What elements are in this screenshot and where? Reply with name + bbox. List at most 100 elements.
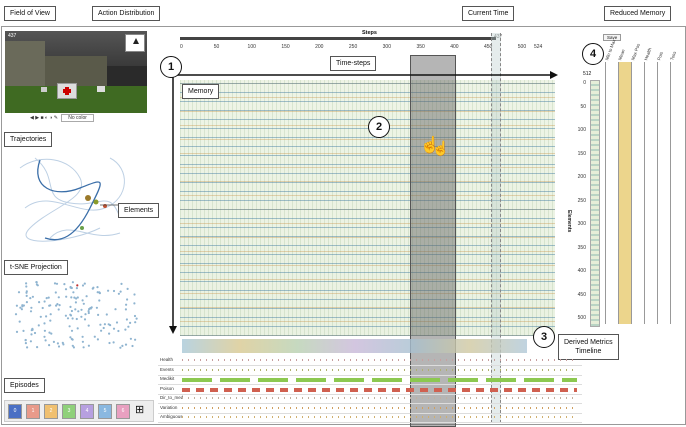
tsne-point[interactable] <box>43 329 47 332</box>
tsne-point[interactable] <box>124 308 127 311</box>
tsne-point[interactable] <box>55 282 59 285</box>
tsne-point[interactable] <box>81 335 84 338</box>
tsne-point[interactable] <box>64 314 67 317</box>
reduced-memory-column[interactable] <box>670 62 684 324</box>
tsne-point[interactable] <box>114 308 117 311</box>
tsne-point[interactable] <box>31 295 34 298</box>
tsne-point[interactable] <box>71 281 74 284</box>
reduced-memory-column[interactable] <box>644 62 658 324</box>
tsne-point[interactable] <box>81 284 85 287</box>
episode-button[interactable]: 2 <box>44 404 58 419</box>
tsne-point[interactable] <box>15 330 19 333</box>
tsne-point[interactable] <box>87 311 90 315</box>
tsne-point[interactable] <box>17 291 21 294</box>
tsne-point[interactable] <box>54 291 57 294</box>
episode-button[interactable]: 6 <box>116 404 130 419</box>
tsne-point[interactable] <box>35 281 38 284</box>
tsne-point[interactable] <box>100 329 103 332</box>
tsne-point[interactable] <box>21 304 24 307</box>
tsne-point[interactable] <box>107 323 110 326</box>
tsne-point[interactable] <box>121 344 124 347</box>
tsne-point[interactable] <box>129 321 132 324</box>
tsne-point[interactable] <box>48 344 51 347</box>
tsne-point[interactable] <box>25 282 28 285</box>
tsne-point[interactable] <box>82 302 85 305</box>
tsne-point[interactable] <box>85 295 88 298</box>
tsne-point[interactable] <box>108 341 111 345</box>
tsne-point[interactable] <box>135 317 138 320</box>
tsne-point[interactable] <box>90 306 93 309</box>
episode-button[interactable]: 4 <box>80 404 94 419</box>
tsne-point[interactable] <box>69 313 72 316</box>
reduced-memory-column[interactable] <box>605 62 619 324</box>
tsne-point[interactable] <box>24 339 27 342</box>
tsne-point[interactable] <box>99 323 102 326</box>
tsne-point[interactable] <box>63 283 66 286</box>
tsne-point[interactable] <box>45 315 48 318</box>
tsne-point[interactable] <box>96 338 99 341</box>
tsne-point[interactable] <box>72 346 75 349</box>
tsne-point[interactable] <box>81 340 84 343</box>
tsne-point[interactable] <box>126 298 129 301</box>
tsne-point[interactable] <box>19 306 22 309</box>
tsne-point[interactable] <box>61 341 64 344</box>
tsne-point[interactable] <box>81 299 84 302</box>
tsne-point[interactable] <box>70 337 73 341</box>
tsne-point[interactable] <box>108 332 111 335</box>
tsne-point[interactable] <box>44 339 47 342</box>
tsne-point[interactable] <box>80 315 83 318</box>
tsne-point[interactable] <box>48 331 51 334</box>
tsne-point[interactable] <box>74 308 77 311</box>
tsne-point[interactable] <box>56 303 59 306</box>
reduced-memory-column[interactable] <box>618 62 632 324</box>
tsne-point[interactable] <box>15 304 18 307</box>
tsne-point[interactable] <box>91 287 94 290</box>
tsne-point[interactable] <box>57 296 60 299</box>
episode-button[interactable]: 0 <box>8 404 22 419</box>
tsne-point[interactable] <box>96 286 99 289</box>
tsne-point[interactable] <box>95 306 98 309</box>
tsne-point[interactable] <box>49 319 52 322</box>
tsne-point[interactable] <box>87 324 90 327</box>
tsne-point[interactable] <box>41 306 44 310</box>
tsne-point[interactable] <box>112 327 116 330</box>
tsne-point[interactable] <box>97 313 100 316</box>
tsne-point[interactable] <box>69 305 72 308</box>
tsne-point[interactable] <box>25 285 28 288</box>
tsne-point[interactable] <box>82 346 85 349</box>
tsne-point[interactable] <box>115 321 119 324</box>
reduced-memory-column[interactable] <box>631 62 645 324</box>
tsne-point[interactable] <box>103 323 106 326</box>
tsne-point[interactable] <box>49 304 52 307</box>
tsne-point[interactable] <box>76 284 79 287</box>
tsne-point[interactable] <box>69 286 72 289</box>
tsne-point[interactable] <box>49 313 52 316</box>
tsne-point[interactable] <box>74 301 77 304</box>
tsne-point[interactable] <box>43 335 46 338</box>
tsne-point[interactable] <box>112 341 115 344</box>
tsne-point[interactable] <box>20 308 23 311</box>
tsne-point[interactable] <box>87 310 90 313</box>
tsne-point[interactable] <box>75 297 78 300</box>
tsne-point[interactable] <box>64 288 68 291</box>
tsne-point[interactable] <box>126 287 129 290</box>
tsne-point[interactable] <box>58 304 61 307</box>
tsne-point[interactable] <box>25 301 28 304</box>
tsne-point[interactable] <box>102 326 105 330</box>
tsne-point[interactable] <box>117 292 120 295</box>
tsne-point[interactable] <box>43 300 46 303</box>
tsne-point[interactable] <box>37 324 40 327</box>
tsne-point[interactable] <box>77 310 80 313</box>
tsne-point[interactable] <box>39 315 42 318</box>
tsne-point[interactable] <box>75 317 78 321</box>
tsne-point[interactable] <box>105 313 108 316</box>
tsne-point[interactable] <box>98 292 101 295</box>
tsne-point[interactable] <box>29 340 32 343</box>
tsne-point[interactable] <box>43 322 46 325</box>
episode-button[interactable]: 3 <box>62 404 76 419</box>
tsne-point[interactable] <box>98 299 101 302</box>
tsne-point[interactable] <box>68 325 71 328</box>
tsne-point[interactable] <box>30 333 33 336</box>
tsne-point[interactable] <box>84 313 87 316</box>
tsne-point[interactable] <box>93 335 96 338</box>
